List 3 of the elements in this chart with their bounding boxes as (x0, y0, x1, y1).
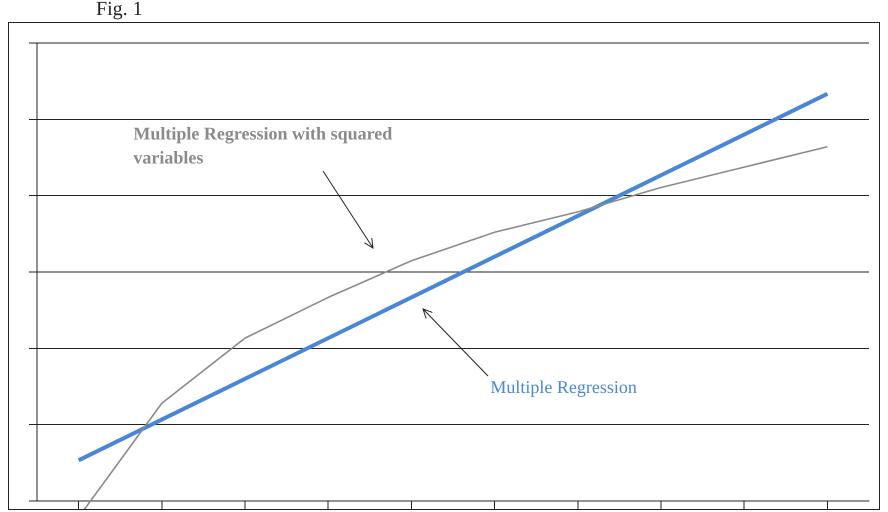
chart-title: Fig. 1 (96, 0, 143, 21)
text: Multiple Regression with squared variables (133, 123, 392, 168)
text: Multiple Regression (490, 377, 637, 398)
